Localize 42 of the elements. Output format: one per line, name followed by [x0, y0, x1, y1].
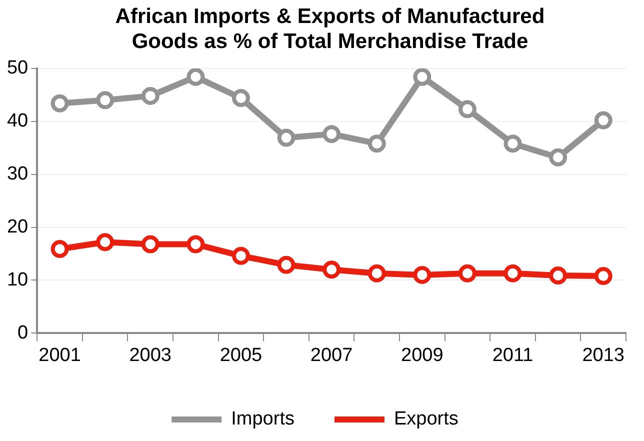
y-tick-label: 40 — [6, 110, 28, 132]
x-tick-label: 2013 — [582, 344, 624, 366]
legend-label: Exports — [394, 408, 458, 430]
point — [96, 233, 114, 252]
point — [277, 256, 296, 274]
x-tick-label: 2007 — [310, 344, 353, 366]
point — [96, 91, 114, 110]
point — [368, 134, 386, 153]
point — [413, 68, 432, 86]
point — [186, 68, 205, 86]
point — [232, 89, 250, 108]
point — [322, 125, 341, 144]
point — [594, 267, 612, 286]
y-tick-label: 50 — [6, 58, 28, 79]
x-tick-label: 2009 — [401, 344, 444, 366]
point — [277, 128, 296, 147]
point — [322, 260, 341, 279]
point — [549, 148, 568, 166]
y-tick-label: 30 — [6, 164, 28, 185]
point — [50, 94, 69, 112]
y-tick-label: 20 — [6, 216, 28, 238]
x-tick-label: 2003 — [129, 344, 172, 366]
chart-title: African Imports & Exports of Manufactured Goods as % of Total Merchandise Trade — [114, 4, 546, 54]
x-tick-label: 2005 — [220, 344, 262, 366]
point — [232, 246, 250, 265]
point — [458, 100, 476, 118]
y-tick-label: 0 — [18, 322, 28, 344]
point — [368, 264, 386, 282]
x-tick-label: 2001 — [38, 344, 81, 366]
point — [413, 266, 432, 284]
point — [504, 264, 522, 282]
point — [594, 111, 612, 130]
point — [186, 235, 205, 254]
point — [141, 86, 160, 105]
point — [50, 240, 69, 258]
y-tick-label: 10 — [6, 269, 28, 290]
legend-label: Imports — [231, 408, 294, 430]
point — [458, 264, 476, 282]
point — [141, 235, 160, 254]
point — [549, 266, 568, 284]
point — [504, 134, 522, 153]
x-tick-label: 2011 — [492, 344, 534, 366]
